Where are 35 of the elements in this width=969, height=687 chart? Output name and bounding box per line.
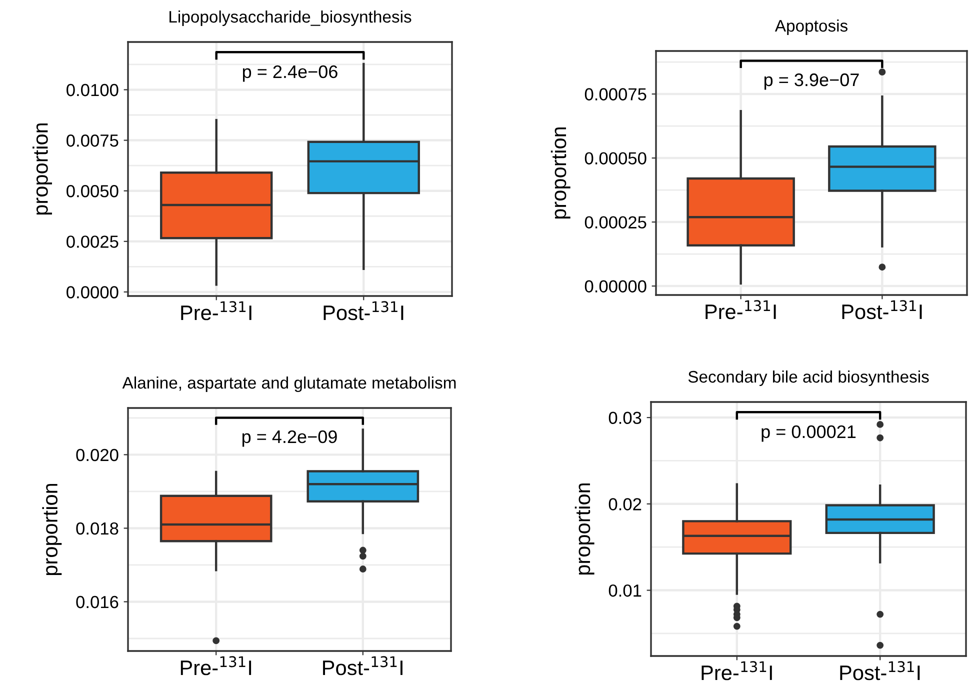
x-tick-label: Post-$^{131}$I — [840, 661, 920, 680]
y-tick-label: 0.0000 — [66, 286, 118, 298]
y-tick-label: 0.018 — [76, 522, 118, 535]
chart-title: Secondary bile acid biosynthesis — [688, 370, 929, 386]
annotation: p = 3.9e−07 — [764, 73, 859, 90]
y-tick-label: 0.00025 — [584, 216, 646, 228]
x-tick-label: Pre-$^{131}$I — [702, 661, 772, 680]
y-axis-title: proportion — [550, 127, 570, 219]
x-tick-label: Pre-$^{131}$I — [706, 300, 776, 320]
y-tick-label: 0.02 — [608, 498, 642, 510]
y-tick-label: 0.00075 — [584, 88, 646, 100]
x-tick-label: Post-$^{131}$I — [842, 300, 922, 320]
y-axis-title: proportion — [574, 483, 594, 575]
y-tick-label: 0.020 — [76, 448, 118, 462]
y-tick-label: 0.03 — [608, 412, 642, 424]
x-tick-label: Post-$^{131}$I — [324, 301, 404, 320]
y-tick-label: 0.01 — [608, 584, 642, 597]
chart-title: Alanine, aspartate and glutamate metabolism — [122, 376, 456, 392]
y-tick-label: 0.0025 — [66, 236, 118, 248]
y-tick-label: 0.0050 — [66, 185, 118, 198]
annotation: p = 2.4e−06 — [242, 65, 338, 82]
y-axis-title: proportion — [32, 123, 52, 215]
y-tick-label: 0.0075 — [66, 134, 118, 147]
x-tick-label: Post-$^{131}$I — [323, 656, 402, 676]
y-tick-label: 0.00050 — [584, 152, 646, 164]
x-tick-label: Pre-$^{131}$I — [180, 656, 252, 676]
y-tick-label: 0.00000 — [584, 280, 646, 292]
y-tick-label: 0.016 — [76, 596, 118, 608]
chart-title: Lipopolysaccharide_biosynthesis — [170, 10, 412, 26]
annotation: p = 4.2e−09 — [242, 430, 337, 447]
annotation: p = 0.00021 — [762, 425, 856, 442]
chart-title: Apoptosis — [774, 19, 848, 36]
y-tick-label: 0.0100 — [66, 84, 118, 96]
x-tick-label: Pre-$^{131}$I — [181, 301, 252, 320]
y-axis-title: proportion — [42, 484, 62, 576]
